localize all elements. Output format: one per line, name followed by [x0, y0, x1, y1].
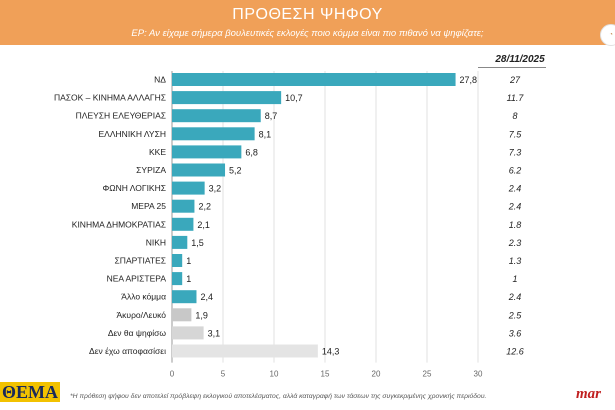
ticks-layer: 0 5 10 15 20 25 30: [170, 370, 483, 379]
category-label: ΜΕΡΑ 25: [131, 201, 166, 211]
bar: [172, 235, 188, 249]
header-banner: ΠΡΟΘΕΣΗ ΨΗΦΟΥ ΕΡ: Αν είχαμε σήμερα βουλε…: [0, 0, 615, 45]
data-label: 8,1: [259, 129, 272, 139]
category-label: ΠΑΣΟΚ – ΚΙΝΗΜΑ ΑΛΛΑΓΗΣ: [54, 93, 166, 103]
category-label: ΣΥΡΙΖΑ: [136, 165, 166, 175]
data-label: 2,4: [200, 292, 213, 302]
previous-value: 7.5: [509, 129, 523, 139]
data-label: 5,2: [229, 166, 242, 176]
previous-value: 2.4: [508, 184, 522, 194]
data-label: 8,7: [265, 111, 278, 121]
data-label: 3,2: [209, 184, 222, 194]
page-title: ΠΡΟΘΕΣΗ ΨΗΦΟΥ: [232, 6, 383, 23]
survey-question: ΕΡ: Αν είχαμε σήμερα βουλευτικές εκλογές…: [131, 28, 484, 39]
category-label: Άκυρο/Λευκό: [117, 310, 167, 320]
data-label: 1,5: [191, 238, 204, 248]
category-label: Δεν έχω αποφασίσει: [89, 346, 166, 356]
category-label: ΕΛΛΗΝΙΚΗ ΛΥΣΗ: [99, 129, 166, 139]
previous-value: 3.6: [509, 328, 522, 338]
comparison-date: 28/11/2025: [495, 54, 545, 65]
category-label: ΝΔ: [154, 75, 166, 85]
bar: [172, 272, 183, 286]
data-label: 1: [186, 256, 191, 266]
category-label: ΚΙΝΗΜΑ ΔΗΜΟΚΡΑΤΙΑΣ: [72, 219, 166, 229]
previous-value: 1: [512, 274, 517, 284]
x-tick-label: 25: [423, 370, 432, 379]
data-label: 10,7: [285, 93, 303, 103]
data-label: 3,1: [208, 328, 221, 338]
bar: [172, 109, 261, 123]
data-label: 6,8: [245, 147, 258, 157]
bar: [172, 199, 195, 213]
side-badge-icon: ◔: [600, 24, 615, 46]
category-label: ΝΙΚΗ: [146, 237, 166, 247]
category-label: Δεν θα ψηφίσω: [108, 328, 167, 338]
bar: [172, 145, 242, 159]
category-label: ΦΩΝΗ ΛΟΓΙΚΗΣ: [102, 183, 166, 193]
category-label: ΚΚΕ: [149, 147, 166, 157]
previous-value: 1.3: [509, 256, 522, 266]
marc-logo: mar: [576, 386, 602, 402]
bar: [172, 344, 318, 358]
previous-value: 8: [512, 111, 517, 121]
previous-value: 2.3: [508, 238, 522, 248]
comparison-divider: [478, 67, 546, 68]
data-label: 2,2: [198, 202, 211, 212]
bar: [172, 308, 192, 322]
bar: [172, 326, 204, 340]
previous-value: 27: [509, 75, 521, 85]
thema-logo: ΘΕΜΑ: [0, 382, 60, 402]
data-label: 1: [186, 274, 191, 284]
previous-value: 2.4: [508, 292, 522, 302]
x-tick-label: 30: [474, 370, 483, 379]
previous-value: 11.7: [507, 93, 525, 103]
x-tick-label: 10: [270, 370, 279, 379]
previous-value: 7.3: [509, 147, 522, 157]
data-label: 1,9: [195, 310, 208, 320]
previous-value: 2.5: [508, 310, 523, 320]
category-label: Άλλο κόμμα: [121, 292, 166, 302]
data-label: 2,1: [197, 220, 210, 230]
bar: [172, 290, 197, 304]
footnote: *Η πρόθεση ψήφου δεν αποτελεί πρόβλεψη ε…: [70, 393, 487, 400]
x-tick-label: 5: [221, 370, 226, 379]
previous-value: 12.6: [506, 347, 524, 357]
bar: [172, 73, 456, 86]
previous-value: 6.2: [509, 166, 522, 176]
bar: [172, 181, 205, 195]
bars-layer: [172, 73, 456, 358]
bar: [172, 91, 282, 105]
previous-value: 2.4: [508, 202, 522, 212]
bar: [172, 127, 255, 141]
data-label: 14,3: [322, 347, 340, 357]
bar: [172, 163, 226, 177]
x-tick-label: 20: [372, 370, 381, 379]
category-label: ΠΛΕΥΣΗ ΕΛΕΥΘΕΡΙΑΣ: [76, 111, 166, 121]
category-label: ΝΕΑ ΑΡΙΣΤΕΡΑ: [107, 274, 167, 284]
x-tick-label: 0: [170, 370, 175, 379]
category-label: ΣΠΑΡΤΙΑΤΕΣ: [115, 256, 166, 266]
data-label: 27,8: [460, 75, 478, 85]
x-tick-label: 15: [321, 370, 330, 379]
labels-layer: ΝΔ 27,8 27 ΠΑΣΟΚ – ΚΙΝΗΜΑ ΑΛΛΑΓΗΣ 10,7 11.7 ΠΛ…: [54, 75, 524, 357]
bar: [172, 254, 183, 267]
previous-value: 1.8: [509, 220, 522, 230]
bar: [172, 217, 194, 231]
